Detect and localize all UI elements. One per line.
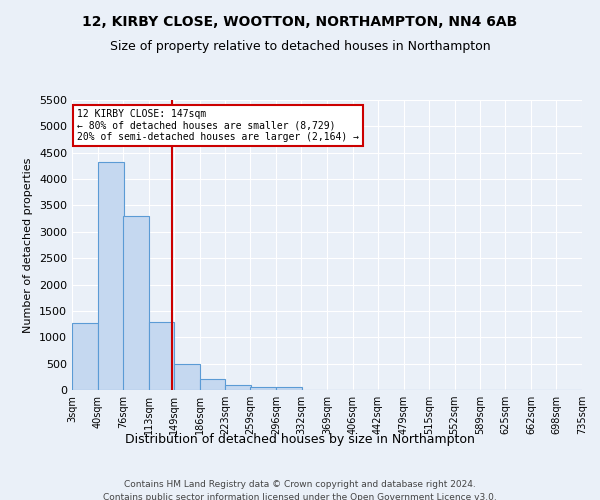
Bar: [149, 322, 175, 390]
Bar: [250, 387, 276, 390]
Bar: [72, 323, 98, 390]
Bar: [98, 162, 124, 390]
Text: 12 KIRBY CLOSE: 147sqm
← 80% of detached houses are smaller (8,729)
20% of semi-: 12 KIRBY CLOSE: 147sqm ← 80% of detached…: [77, 108, 359, 142]
Bar: [199, 379, 225, 390]
Bar: [225, 386, 251, 390]
Bar: [123, 216, 149, 390]
Bar: [276, 388, 302, 390]
Text: Distribution of detached houses by size in Northampton: Distribution of detached houses by size …: [125, 432, 475, 446]
Text: Contains HM Land Registry data © Crown copyright and database right 2024.: Contains HM Land Registry data © Crown c…: [124, 480, 476, 489]
Y-axis label: Number of detached properties: Number of detached properties: [23, 158, 34, 332]
Bar: [174, 364, 199, 390]
Text: Contains public sector information licensed under the Open Government Licence v3: Contains public sector information licen…: [103, 492, 497, 500]
Text: 12, KIRBY CLOSE, WOOTTON, NORTHAMPTON, NN4 6AB: 12, KIRBY CLOSE, WOOTTON, NORTHAMPTON, N…: [82, 15, 518, 29]
Text: Size of property relative to detached houses in Northampton: Size of property relative to detached ho…: [110, 40, 490, 53]
